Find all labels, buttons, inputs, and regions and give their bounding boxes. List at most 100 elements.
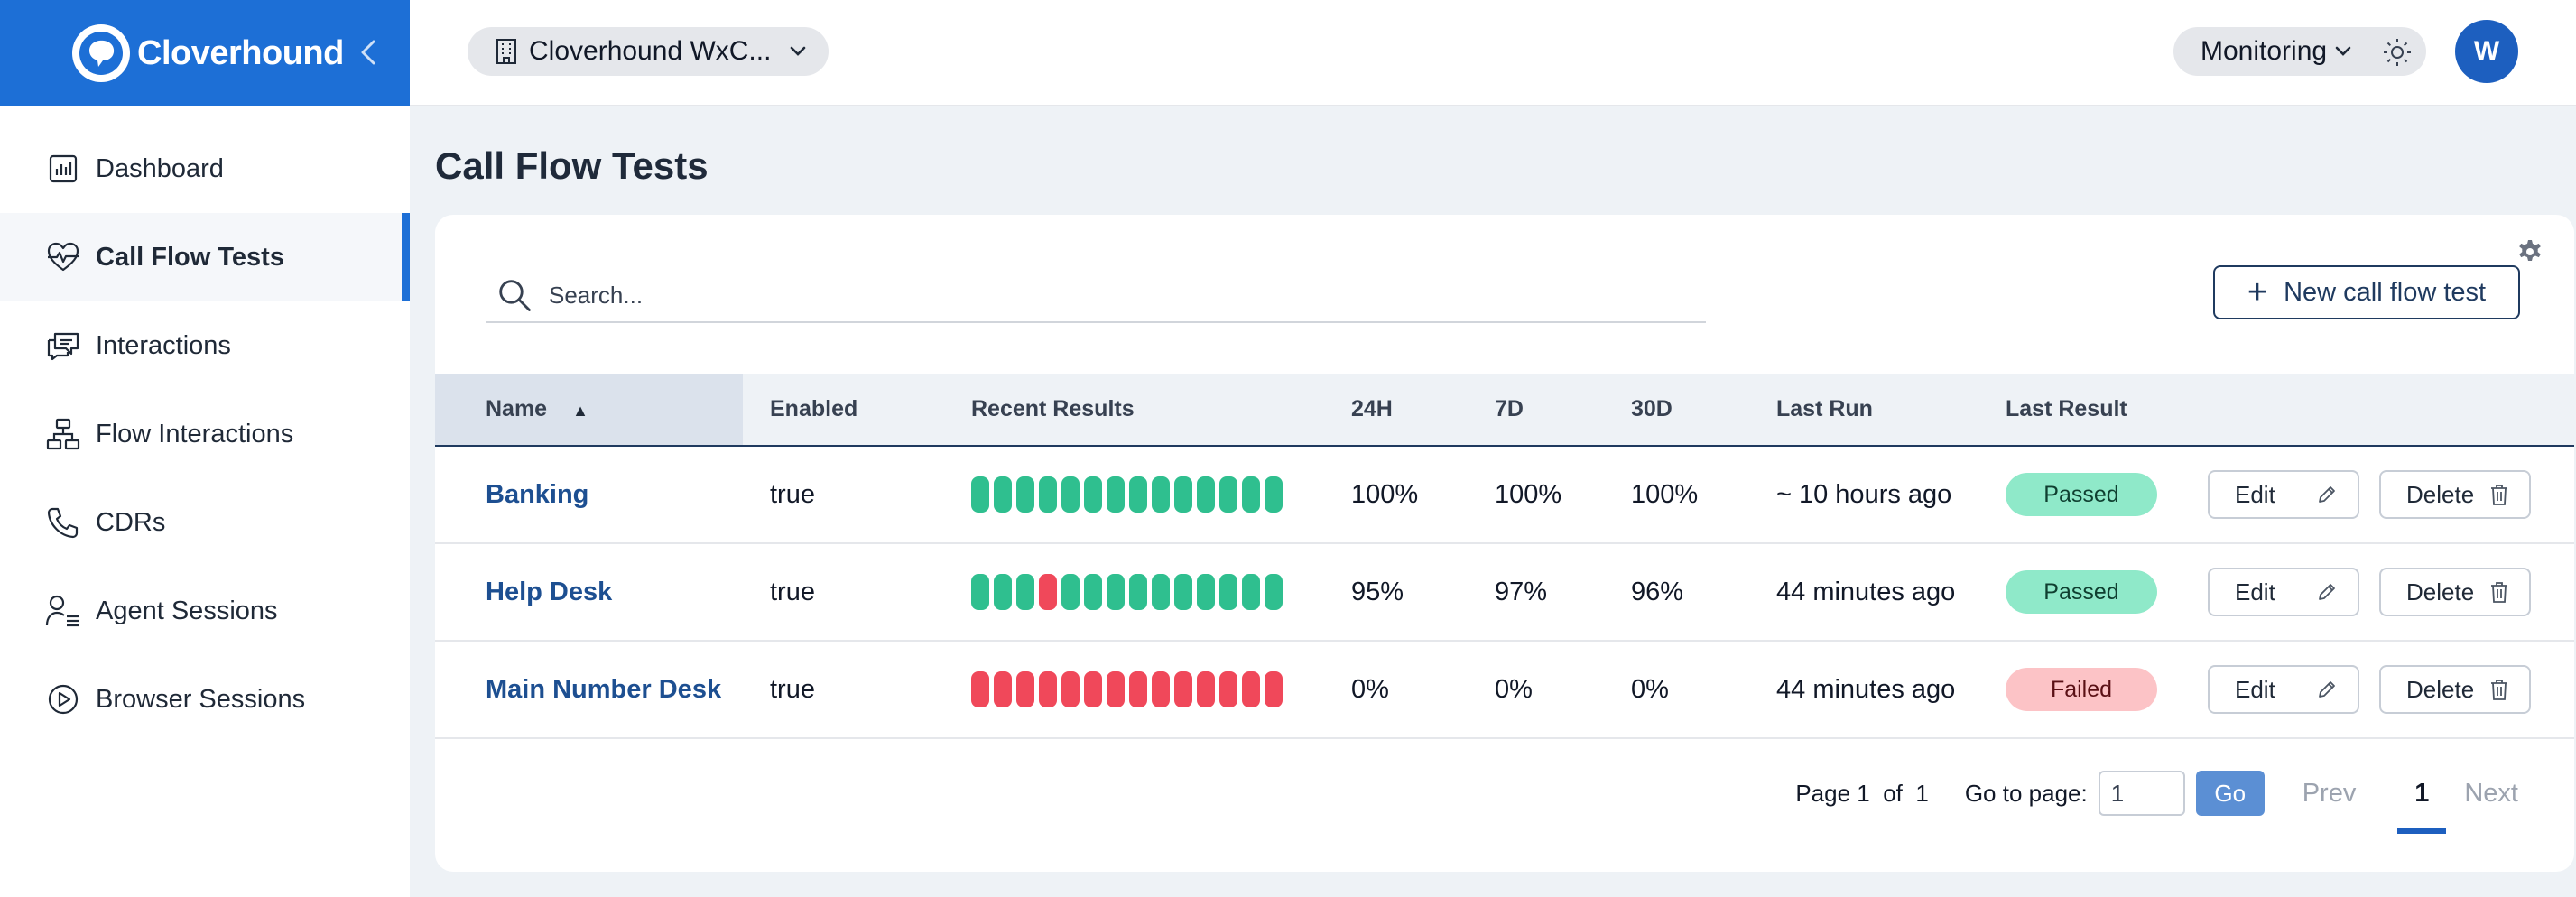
result-bar-pass[interactable] xyxy=(1061,476,1080,513)
result-bar-pass[interactable] xyxy=(1129,574,1147,610)
result-bar-fail[interactable] xyxy=(1129,671,1147,707)
result-bar-pass[interactable] xyxy=(971,476,989,513)
test-name-link[interactable]: Help Desk xyxy=(486,577,613,606)
result-bar-pass[interactable] xyxy=(1242,574,1260,610)
actions-cell: Edit Delete xyxy=(2208,543,2574,641)
result-bar-pass[interactable] xyxy=(1084,476,1102,513)
result-bar-pass[interactable] xyxy=(1016,476,1034,513)
result-bar-pass[interactable] xyxy=(1174,574,1192,610)
collapse-sidebar-button[interactable] xyxy=(350,34,386,70)
column-header-24h[interactable]: 24H xyxy=(1351,396,1393,421)
cloverhound-logo-icon xyxy=(72,24,130,82)
result-bar-fail[interactable] xyxy=(1039,671,1057,707)
sidebar-item-agent-sessions[interactable]: Agent Sessions xyxy=(0,567,410,655)
edit-button[interactable]: Edit xyxy=(2208,470,2359,519)
result-bar-pass[interactable] xyxy=(1129,476,1147,513)
theme-toggle-button[interactable] xyxy=(2381,36,2414,69)
result-bar-pass[interactable] xyxy=(1219,574,1237,610)
status-badge: Passed xyxy=(2006,570,2157,614)
new-call-flow-test-button[interactable]: + New call flow test xyxy=(2213,265,2520,319)
table-settings-button[interactable] xyxy=(2516,238,2544,265)
total-pages: 1 xyxy=(1915,779,1929,807)
result-bar-pass[interactable] xyxy=(1084,574,1102,610)
enabled-cell: true xyxy=(770,577,815,606)
result-bar-pass[interactable] xyxy=(1242,476,1260,513)
goto-page-input[interactable] xyxy=(2098,771,2185,816)
result-bar-pass[interactable] xyxy=(1265,574,1283,610)
trash-icon xyxy=(2491,582,2507,603)
result-bar-fail[interactable] xyxy=(1265,671,1283,707)
sidebar-item-label: Flow Interactions xyxy=(96,419,294,448)
edit-button[interactable]: Edit xyxy=(2208,665,2359,714)
test-name-cell: Help Desk xyxy=(435,543,743,641)
result-bar-pass[interactable] xyxy=(1061,574,1080,610)
organization-select[interactable]: Cloverhound WxC... xyxy=(468,27,829,76)
gear-icon xyxy=(2519,240,2541,261)
result-bar-pass[interactable] xyxy=(1265,476,1283,513)
play-circle-icon xyxy=(45,681,81,717)
result-bar-fail[interactable] xyxy=(994,671,1012,707)
test-name-cell: Banking xyxy=(435,446,743,543)
sidebar-item-browser-sessions[interactable]: Browser Sessions xyxy=(0,655,410,744)
result-bar-fail[interactable] xyxy=(1039,574,1057,610)
column-header-enabled[interactable]: Enabled xyxy=(770,396,858,421)
result-bar-pass[interactable] xyxy=(1152,476,1170,513)
current-page-button[interactable]: 1 xyxy=(2397,779,2447,834)
sidebar-item-call-flow-tests[interactable]: Call Flow Tests xyxy=(0,213,410,301)
column-header-30d[interactable]: 30D xyxy=(1631,396,1673,421)
result-bar-fail[interactable] xyxy=(1197,671,1215,707)
column-header-last-run[interactable]: Last Run xyxy=(1776,396,1873,421)
user-avatar[interactable]: W xyxy=(2455,20,2518,83)
phone-icon xyxy=(45,504,81,541)
result-bar-pass[interactable] xyxy=(1219,476,1237,513)
test-name-link[interactable]: Banking xyxy=(486,479,589,509)
status-badge: Passed xyxy=(2006,473,2157,516)
result-bar-pass[interactable] xyxy=(1107,476,1125,513)
delete-button[interactable]: Delete xyxy=(2379,470,2531,519)
result-bar-pass[interactable] xyxy=(971,574,989,610)
result-bar-pass[interactable] xyxy=(1039,476,1057,513)
result-bar-pass[interactable] xyxy=(1197,476,1215,513)
call-flow-tests-card: + New call flow test Name ▲ Enabled Recen… xyxy=(435,215,2574,872)
sidebar-item-interactions[interactable]: Interactions xyxy=(0,301,410,390)
chevron-down-icon xyxy=(2335,46,2351,56)
go-button[interactable]: Go xyxy=(2195,771,2265,816)
result-bar-fail[interactable] xyxy=(1084,671,1102,707)
result-bar-fail[interactable] xyxy=(1219,671,1237,707)
sidebar-item-cdrs[interactable]: CDRs xyxy=(0,478,410,567)
edit-button[interactable]: Edit xyxy=(2208,568,2359,616)
sidebar-item-dashboard[interactable]: Dashboard xyxy=(0,125,410,213)
result-bar-fail[interactable] xyxy=(971,671,989,707)
search-input[interactable] xyxy=(549,281,1632,310)
result-bar-fail[interactable] xyxy=(1061,671,1080,707)
result-bar-fail[interactable] xyxy=(1016,671,1034,707)
mode-select[interactable]: Monitoring xyxy=(2173,27,2426,76)
result-bar-pass[interactable] xyxy=(1174,476,1192,513)
sidebar-item-label: CDRs xyxy=(96,507,166,537)
success-30d-cell: 0% xyxy=(1631,674,1669,704)
result-bar-pass[interactable] xyxy=(1152,574,1170,610)
result-bar-pass[interactable] xyxy=(994,476,1012,513)
sidebar-item-flow-interactions[interactable]: Flow Interactions xyxy=(0,390,410,478)
column-header-name[interactable]: Name ▲ xyxy=(435,374,743,446)
page-label: Page xyxy=(1795,779,1851,807)
column-header-7d[interactable]: 7D xyxy=(1495,396,1524,421)
next-page-button[interactable]: Next xyxy=(2464,778,2518,808)
delete-button[interactable]: Delete xyxy=(2379,665,2531,714)
result-bar-pass[interactable] xyxy=(1107,574,1125,610)
prev-page-button[interactable]: Prev xyxy=(2302,778,2357,808)
column-header-label: Name xyxy=(486,396,548,421)
column-header-last-result[interactable]: Last Result xyxy=(2006,396,2127,421)
result-bar-pass[interactable] xyxy=(1197,574,1215,610)
result-bar-fail[interactable] xyxy=(1174,671,1192,707)
result-bar-fail[interactable] xyxy=(1152,671,1170,707)
test-name-link[interactable]: Main Number Desk xyxy=(486,674,722,704)
result-bar-pass[interactable] xyxy=(994,574,1012,610)
result-bar-fail[interactable] xyxy=(1242,671,1260,707)
result-bar-pass[interactable] xyxy=(1016,574,1034,610)
result-bar-fail[interactable] xyxy=(1107,671,1125,707)
last-result-cell: Passed xyxy=(1988,446,2208,543)
delete-button[interactable]: Delete xyxy=(2379,568,2531,616)
edit-label: Edit xyxy=(2235,480,2275,508)
column-header-recent-results[interactable]: Recent Results xyxy=(971,396,1135,421)
